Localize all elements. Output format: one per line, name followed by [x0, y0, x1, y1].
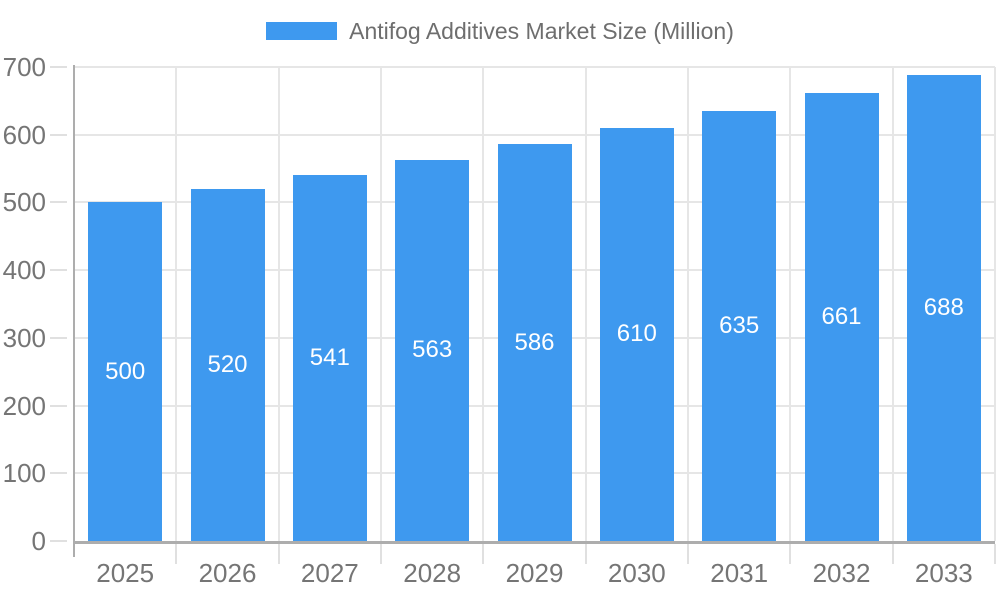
y-axis-label: 400: [2, 255, 46, 286]
x-axis-tick: [687, 544, 689, 564]
bar-value-label: 661: [821, 303, 862, 331]
x-axis-tick: [277, 544, 280, 564]
x-axis-line: [74, 541, 995, 544]
y-axis-label: 200: [2, 390, 46, 421]
y-axis-tick: [50, 472, 67, 475]
legend-swatch: [266, 22, 338, 40]
gridline-vertical: [277, 67, 280, 541]
bar-2026[interactable]: 520: [190, 188, 265, 541]
bar-value-label: 610: [616, 320, 657, 348]
y-axis-label: 600: [2, 119, 46, 150]
y-axis-tick: [50, 201, 67, 204]
plot-area: 500 520 541 563 586 610 635 661 688: [74, 66, 996, 541]
y-axis-label: 500: [2, 187, 46, 218]
bar-2032[interactable]: 661: [804, 93, 879, 541]
gridline-vertical: [994, 67, 996, 541]
bar-value-label: 635: [719, 312, 760, 339]
y-axis-label: 0: [31, 526, 46, 556]
x-axis-tick: [789, 544, 792, 564]
x-axis-tick: [380, 544, 382, 564]
bar-2031[interactable]: 635: [702, 111, 777, 541]
x-axis-tick: [175, 544, 178, 564]
legend[interactable]: Antifog Additives Market Size (Million): [0, 14, 1000, 48]
x-axis-label: 2027: [300, 558, 359, 588]
bar-2027[interactable]: 541: [292, 174, 367, 541]
y-axis-label: 100: [2, 458, 46, 489]
gridline-vertical: [687, 67, 689, 541]
bar-2029[interactable]: 586: [497, 144, 572, 541]
x-axis-tick: [891, 544, 894, 564]
bar-value-label: 688: [923, 294, 964, 322]
bar-2033[interactable]: 688: [906, 75, 981, 541]
gridline-vertical: [584, 67, 587, 541]
bar-2030[interactable]: 610: [599, 127, 674, 541]
gridline-vertical: [175, 67, 178, 541]
x-axis-label: 2031: [710, 558, 769, 588]
x-axis-tick: [994, 544, 996, 564]
x-axis-label: 2025: [96, 558, 155, 588]
x-axis-tick: [482, 544, 485, 564]
y-axis-line: [73, 65, 75, 557]
x-axis-label: 2030: [607, 558, 666, 588]
gridline-vertical: [891, 67, 894, 541]
gridline-vertical: [789, 67, 792, 541]
y-axis-label: 700: [2, 52, 46, 82]
gridline-horizontal: [74, 133, 995, 136]
x-axis-label: 2033: [914, 558, 973, 588]
y-axis-label: 300: [2, 322, 46, 353]
gridline-vertical: [380, 67, 382, 541]
x-axis-label: 2026: [198, 558, 257, 588]
x-axis-label: 2028: [403, 558, 462, 588]
x-axis-label: 2032: [812, 558, 871, 588]
y-axis-tick: [50, 269, 67, 272]
x-axis-label: 2029: [505, 558, 564, 588]
y-axis-tick: [50, 133, 67, 136]
x-axis-tick: [584, 544, 587, 564]
bar-value-label: 520: [207, 350, 248, 378]
bar-value-label: 500: [105, 357, 146, 385]
bar-2028[interactable]: 563: [395, 159, 470, 541]
bar-value-label: 586: [514, 328, 555, 356]
y-axis-tick: [50, 66, 67, 68]
legend-label: Antifog Additives Market Size (Million): [349, 18, 734, 44]
gridline-horizontal: [74, 66, 995, 68]
y-axis-tick: [50, 336, 67, 339]
y-axis-tick: [50, 404, 67, 407]
gridline-vertical: [482, 67, 485, 541]
y-axis-tick: [50, 540, 67, 542]
bar-2025[interactable]: 500: [88, 202, 163, 541]
bar-value-label: 541: [309, 343, 350, 371]
bar-value-label: 563: [412, 336, 453, 364]
